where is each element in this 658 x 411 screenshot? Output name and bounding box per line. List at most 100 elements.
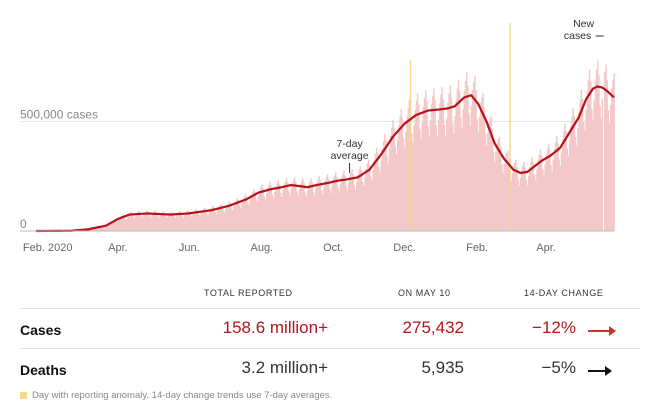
daily-cases-bar xyxy=(408,100,411,232)
daily-cases-bar xyxy=(100,227,103,231)
daily-cases-bar xyxy=(529,166,531,231)
daily-cases-bar xyxy=(370,176,372,231)
daily-cases-bar xyxy=(239,205,241,231)
daily-cases-bar xyxy=(313,195,316,231)
daily-cases-bar xyxy=(549,150,551,231)
deaths-label: Deaths xyxy=(20,362,67,378)
daily-cases-bar xyxy=(194,210,197,231)
daily-cases-bar xyxy=(435,125,438,231)
daily-cases-bar xyxy=(581,98,584,231)
daily-cases-bar xyxy=(422,106,425,231)
daily-cases-bar xyxy=(446,118,448,231)
x-tick-label: Jun. xyxy=(179,242,200,254)
daily-cases-bar xyxy=(588,69,591,231)
daily-cases-bar xyxy=(531,156,533,231)
daily-cases-bar xyxy=(403,147,406,231)
daily-cases-bar xyxy=(109,225,111,231)
daily-cases-bar xyxy=(582,121,585,231)
daily-cases-bar xyxy=(501,164,503,231)
daily-cases-bar xyxy=(189,215,192,231)
daily-cases-bar xyxy=(169,212,172,231)
daily-cases-bar xyxy=(525,179,528,231)
daily-cases-bar xyxy=(299,184,302,231)
daily-cases-bar xyxy=(293,177,296,231)
daily-cases-bar xyxy=(145,211,147,231)
daily-cases-bar xyxy=(358,170,360,231)
daily-cases-bar xyxy=(281,196,283,231)
daily-cases-bar xyxy=(222,210,225,231)
daily-cases-bar xyxy=(516,166,518,231)
daily-cases-bar xyxy=(381,148,384,231)
daily-cases-bar xyxy=(286,182,289,231)
daily-cases-bar xyxy=(305,196,308,231)
daily-cases-bar xyxy=(410,133,413,231)
daily-cases-bar xyxy=(577,127,579,231)
daily-cases-bar xyxy=(601,99,604,231)
daily-cases-bar xyxy=(185,212,187,231)
daily-cases-bar xyxy=(199,216,201,231)
daily-cases-bar xyxy=(437,119,440,231)
daily-cases-bar xyxy=(209,209,212,231)
daily-cases-bar xyxy=(155,212,158,231)
daily-cases-bar xyxy=(111,221,113,231)
daily-cases-bar xyxy=(489,118,491,231)
daily-cases-bar xyxy=(458,91,461,231)
daily-cases-bar xyxy=(469,125,471,231)
footnote-text: Day with reporting anomaly. 14-day chang… xyxy=(32,390,333,401)
daily-cases-bar xyxy=(136,213,138,231)
daily-cases-bar xyxy=(166,218,168,231)
annotation-label: average xyxy=(331,150,369,162)
daily-cases-bar xyxy=(353,184,356,231)
daily-cases-bar xyxy=(439,103,441,231)
daily-cases-bar xyxy=(367,159,370,231)
daily-cases-bar xyxy=(580,89,583,231)
daily-cases-bar xyxy=(308,184,310,231)
daily-cases-bar xyxy=(365,169,367,231)
daily-cases-bar xyxy=(456,88,459,231)
daily-cases-bar xyxy=(180,212,182,231)
daily-cases-bar xyxy=(570,125,572,231)
daily-cases-bar xyxy=(323,187,325,231)
daily-cases-bar xyxy=(430,104,433,231)
daily-cases-bar xyxy=(265,193,268,231)
daily-cases-bar xyxy=(396,139,399,231)
cases-trend-arrow-icon xyxy=(588,326,616,336)
daily-cases-bar xyxy=(258,190,261,231)
daily-cases-bar xyxy=(229,203,232,231)
daily-cases-bar xyxy=(566,148,569,231)
daily-cases-bar xyxy=(460,117,462,231)
daily-cases-bar xyxy=(242,199,244,231)
daily-cases-bar xyxy=(143,215,145,231)
daily-cases-bar xyxy=(96,227,98,231)
daily-cases-bar xyxy=(591,108,593,231)
daily-cases-bar xyxy=(547,143,550,231)
daily-cases-bar xyxy=(114,219,117,231)
daily-cases-bar xyxy=(454,116,456,231)
daily-cases-bar xyxy=(344,175,346,231)
daily-cases-bar xyxy=(213,207,215,231)
daily-cases-bar xyxy=(476,119,478,231)
daily-cases-bar xyxy=(510,181,512,231)
daily-cases-bar xyxy=(377,153,379,231)
footnote: Day with reporting anomaly. 14-day chang… xyxy=(20,390,332,401)
daily-cases-bar xyxy=(532,162,535,231)
daily-cases-bar xyxy=(482,92,484,231)
cases-label: Cases xyxy=(20,322,62,338)
daily-cases-bar xyxy=(347,183,350,231)
daily-cases-bar xyxy=(318,176,321,231)
daily-cases-bar xyxy=(283,184,285,231)
daily-cases-bar xyxy=(302,178,304,231)
x-tick-label: Feb. 2020 xyxy=(23,242,73,254)
daily-cases-bar xyxy=(181,216,184,231)
x-tick-label: Apr. xyxy=(536,242,556,254)
daily-cases-bar xyxy=(393,127,395,231)
daily-cases-bar xyxy=(394,146,397,231)
daily-cases-bar xyxy=(395,154,398,231)
daily-cases-bar xyxy=(91,228,94,231)
daily-cases-bar xyxy=(471,89,474,232)
daily-cases-bar xyxy=(412,142,414,231)
daily-cases-bar xyxy=(188,211,191,231)
daily-cases-bar xyxy=(315,188,317,231)
daily-cases-bar xyxy=(319,180,322,231)
header-14-day-change: 14-DAY CHANGE xyxy=(524,288,604,298)
